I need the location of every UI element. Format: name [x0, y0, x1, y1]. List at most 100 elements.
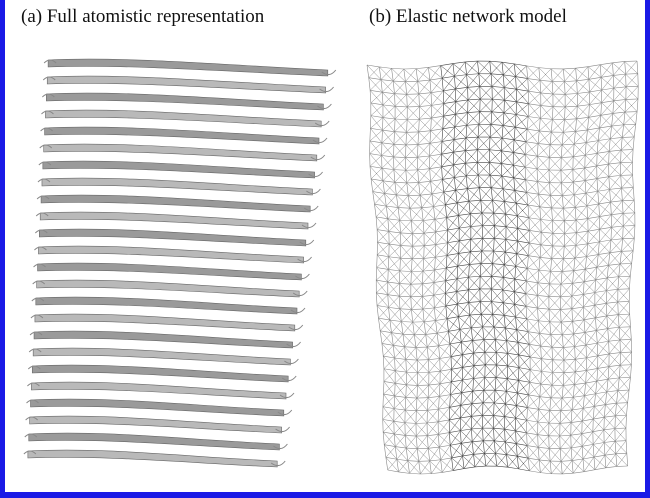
mesh-spring [596, 330, 597, 343]
mesh-spring [562, 271, 574, 272]
mesh-spring [597, 341, 608, 343]
mesh-spring [518, 218, 529, 229]
mesh-spring [527, 192, 539, 194]
mesh-spring [504, 102, 517, 113]
mesh-spring [484, 378, 496, 391]
mesh-spring [377, 242, 389, 244]
mesh-spring [492, 86, 504, 87]
mesh-spring [454, 62, 465, 76]
mesh-spring [427, 422, 438, 436]
mesh-spring [506, 216, 517, 227]
mesh-spring [453, 138, 466, 152]
mesh-spring [601, 75, 613, 77]
mesh-spring [395, 358, 406, 359]
mesh-spring [394, 170, 406, 171]
mesh-spring [515, 115, 516, 128]
mesh-spring [506, 228, 518, 239]
mesh-spring [516, 418, 527, 420]
mesh-spring [470, 315, 471, 328]
mesh-spring [504, 113, 516, 115]
mesh-spring [400, 258, 412, 259]
mesh-spring [572, 282, 584, 296]
mesh-spring [411, 221, 412, 234]
mesh-spring [574, 372, 575, 385]
mesh-spring [561, 157, 573, 158]
mesh-spring [491, 113, 504, 125]
mesh-spring [608, 264, 620, 265]
mesh-spring [588, 204, 599, 219]
mesh-spring [564, 119, 576, 120]
mesh-spring [434, 293, 446, 295]
mesh-spring [594, 394, 595, 407]
mesh-spring [446, 279, 458, 281]
mesh-spring [516, 444, 517, 457]
mesh-spring [464, 467, 475, 469]
mesh-spring [484, 327, 494, 340]
mesh-spring [541, 233, 553, 245]
mesh-spring [600, 202, 611, 217]
mesh-spring [514, 127, 515, 140]
mesh-spring [575, 206, 587, 208]
mesh-spring [454, 165, 455, 178]
mesh-spring [516, 395, 528, 406]
mesh-spring [388, 295, 400, 296]
mesh-spring [550, 398, 551, 411]
mesh-spring [484, 340, 485, 353]
mesh-spring [572, 408, 583, 410]
mesh-spring [624, 112, 637, 125]
mesh-spring [574, 269, 586, 271]
mesh-spring [564, 81, 576, 82]
mesh-spring [611, 188, 622, 202]
mesh-spring [480, 74, 491, 87]
mesh-spring [384, 358, 395, 369]
mesh-spring [456, 100, 468, 102]
mesh-spring [439, 344, 450, 346]
mesh-spring [619, 264, 632, 277]
mesh-spring [477, 137, 478, 150]
mesh-spring [467, 189, 468, 202]
mesh-spring [422, 194, 432, 208]
mesh-spring [416, 436, 417, 449]
mesh-spring [449, 418, 460, 420]
mesh-spring [442, 64, 453, 79]
mesh-spring [626, 415, 627, 428]
mesh-spring [562, 131, 575, 144]
mesh-spring [587, 244, 588, 257]
mesh-spring [490, 175, 491, 188]
mesh-spring [585, 332, 586, 345]
mesh-spring [423, 270, 435, 271]
ribbon [44, 144, 317, 161]
mesh-spring [502, 125, 503, 138]
mesh-spring [434, 295, 435, 308]
mesh-spring [598, 189, 610, 191]
mesh-spring [528, 408, 539, 410]
mesh-spring [539, 257, 540, 270]
mesh-spring [574, 332, 585, 334]
mesh-spring [418, 156, 430, 157]
mesh-spring [503, 75, 504, 88]
mesh-spring [552, 246, 565, 258]
mesh-spring [494, 390, 495, 403]
mesh-spring [395, 107, 407, 119]
mesh-spring [530, 370, 531, 383]
mesh-spring [560, 435, 571, 436]
mesh-spring [473, 340, 484, 341]
mesh-spring [446, 268, 447, 281]
mesh-spring [461, 404, 472, 406]
mesh-spring [427, 434, 438, 435]
mesh-spring [481, 251, 482, 264]
mesh-spring [439, 395, 451, 409]
mesh-spring [416, 334, 426, 347]
mesh-spring [418, 81, 419, 94]
mesh-spring [381, 80, 382, 93]
mesh-spring [445, 291, 457, 293]
mesh-spring [377, 295, 388, 306]
mesh-spring [551, 385, 552, 398]
mesh-spring [620, 327, 631, 340]
mesh-spring [562, 144, 574, 145]
mesh-spring [416, 69, 418, 82]
mesh-spring [537, 156, 549, 157]
mesh-spring [458, 201, 469, 215]
mesh-spring [483, 213, 494, 226]
mesh-spring [450, 329, 460, 344]
